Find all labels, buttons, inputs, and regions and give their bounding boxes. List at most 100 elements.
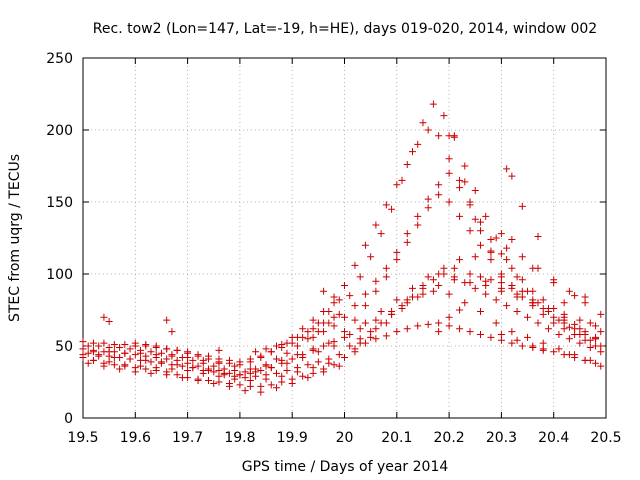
data-point	[435, 328, 443, 336]
data-point	[482, 290, 490, 298]
data-points	[79, 100, 605, 396]
data-point	[372, 316, 380, 324]
data-point	[121, 341, 129, 349]
data-point	[476, 241, 484, 249]
data-point	[503, 244, 511, 252]
data-point	[356, 325, 364, 333]
data-point	[450, 264, 458, 272]
data-point	[257, 388, 265, 396]
data-point	[335, 362, 343, 370]
data-point	[466, 270, 474, 278]
data-point	[89, 356, 97, 364]
data-point	[131, 339, 139, 347]
y-tick-label: 250	[46, 51, 73, 67]
series-e	[79, 126, 600, 369]
data-point	[356, 339, 364, 347]
data-point	[325, 307, 333, 315]
data-point	[408, 148, 416, 156]
x-tick-label: 19.9	[277, 430, 308, 446]
data-point	[482, 282, 490, 290]
data-point	[377, 307, 385, 315]
data-point	[142, 341, 150, 349]
data-point	[482, 212, 490, 220]
data-point	[476, 218, 484, 226]
data-point	[414, 140, 422, 148]
data-point	[435, 270, 443, 278]
x-axis-label: GPS time / Days of year 2014	[242, 459, 449, 475]
data-point	[382, 332, 390, 340]
data-point	[419, 290, 427, 298]
data-point	[126, 355, 134, 363]
data-point	[137, 362, 145, 370]
data-point	[445, 155, 453, 163]
data-point	[330, 313, 338, 321]
series-j	[131, 313, 338, 366]
data-point	[246, 365, 254, 373]
chart-title: Rec. tow2 (Lon=147, Lat=-19, h=HE), days…	[93, 21, 597, 37]
data-point	[388, 307, 396, 315]
data-point	[403, 299, 411, 307]
data-point	[471, 284, 479, 292]
data-point	[168, 328, 176, 336]
data-point	[225, 382, 233, 390]
data-point	[445, 198, 453, 206]
data-point	[429, 287, 437, 295]
data-point	[215, 346, 223, 354]
data-point	[435, 132, 443, 140]
data-point	[325, 339, 333, 347]
x-tick-label: 20.5	[590, 430, 621, 446]
data-point	[142, 356, 150, 364]
data-point	[466, 328, 474, 336]
data-point	[79, 351, 87, 359]
x-tick-label: 20	[336, 430, 354, 446]
data-point	[398, 176, 406, 184]
data-point	[142, 365, 150, 373]
data-point	[210, 379, 218, 387]
data-point	[529, 287, 537, 295]
data-point	[105, 358, 113, 366]
series-i	[89, 276, 600, 373]
data-point	[550, 279, 558, 287]
data-point	[445, 169, 453, 177]
data-point	[194, 377, 202, 385]
data-point	[571, 325, 579, 333]
data-point	[356, 273, 364, 281]
data-point	[544, 325, 552, 333]
data-point	[262, 375, 270, 383]
data-point	[84, 359, 92, 367]
data-point	[121, 361, 129, 369]
data-point	[100, 339, 108, 347]
data-point	[361, 319, 369, 327]
data-point	[163, 355, 171, 363]
data-point	[414, 322, 422, 330]
data-point	[513, 307, 521, 315]
data-point	[508, 339, 516, 347]
data-point	[236, 371, 244, 379]
x-tick-label: 19.6	[120, 430, 151, 446]
data-point	[424, 204, 432, 212]
data-point	[178, 362, 186, 370]
data-point	[492, 234, 500, 242]
data-point	[215, 372, 223, 380]
data-point	[231, 362, 239, 370]
series-f	[84, 287, 594, 396]
data-point	[236, 358, 244, 366]
data-point	[403, 161, 411, 169]
data-point	[283, 339, 291, 347]
data-point	[346, 330, 354, 338]
data-point	[508, 172, 516, 180]
data-point	[95, 352, 103, 360]
data-point	[382, 319, 390, 327]
data-point	[84, 349, 92, 357]
data-point	[241, 368, 249, 376]
data-point	[199, 369, 207, 377]
data-point	[278, 343, 286, 351]
data-point	[157, 358, 165, 366]
x-tick-label: 19.5	[67, 430, 98, 446]
data-point	[205, 377, 213, 385]
x-axis: 19.5 19.6 19.7 19.8 19.9 20 20.1 20.2 20.3 20.4 20…	[67, 58, 622, 446]
data-point	[529, 264, 537, 272]
data-point	[95, 342, 103, 350]
data-point	[304, 361, 312, 369]
data-point	[429, 100, 437, 108]
